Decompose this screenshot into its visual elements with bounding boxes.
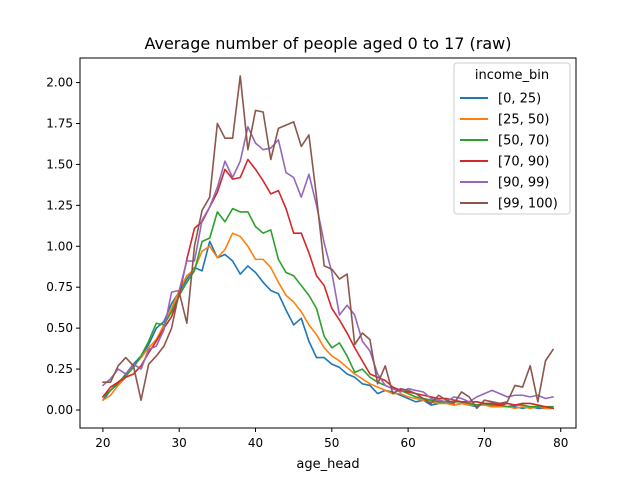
y-tick-label-4: 1.00	[46, 239, 73, 253]
y-tick-label-6: 1.50	[46, 157, 73, 171]
x-tick-label-5: 70	[477, 436, 492, 450]
y-tick-label-1: 0.25	[46, 362, 73, 376]
series-line-4	[102, 125, 554, 403]
legend-label-2: [50, 70)	[498, 134, 550, 149]
x-tick-label-2: 40	[248, 436, 263, 450]
y-tick-label-8: 2.00	[46, 76, 73, 90]
legend-label-0: [0, 25)	[498, 92, 541, 107]
y-tick-label-5: 1.25	[46, 198, 73, 212]
legend: income_bin [0, 25) [25, 50) [50, 70) [70, 9…	[453, 62, 571, 215]
chart-title: Average number of people aged 0 to 17 (r…	[144, 34, 511, 53]
y-tick-label-3: 0.75	[46, 280, 73, 294]
x-tick-label-0: 20	[95, 436, 110, 450]
y-tick-label-0: 0.00	[46, 403, 73, 417]
y-tick-label-7: 1.75	[46, 116, 73, 130]
legend-box	[453, 62, 571, 215]
x-tick-label-6: 80	[553, 436, 568, 450]
series-layer	[102, 75, 554, 410]
x-tick-label-3: 50	[324, 436, 339, 450]
legend-label-3: [70, 90)	[498, 155, 550, 170]
plot-frame	[79, 57, 577, 429]
legend-title: income_bin	[475, 68, 549, 83]
x-axis: 20 30 40 50 60 70 80	[95, 428, 568, 450]
legend-label-1: [25, 50)	[498, 113, 550, 128]
legend-label-4: [90, 99)	[498, 176, 550, 191]
y-axis: 0.00 0.25 0.50 0.75 1.00 1.25 1.50 1.75 2.00	[46, 76, 80, 417]
legend-entries: [0, 25) [25, 50) [50, 70) [70, 90) [90, 99) […	[460, 92, 558, 212]
x-tick-label-1: 30	[172, 436, 187, 450]
legend-label-5: [99, 100)	[498, 197, 558, 212]
y-tick-label-2: 0.50	[46, 321, 73, 335]
x-axis-label: age_head	[296, 457, 359, 472]
series-line-5	[102, 75, 554, 410]
series-line-0	[102, 240, 554, 410]
x-tick-label-4: 60	[400, 436, 415, 450]
